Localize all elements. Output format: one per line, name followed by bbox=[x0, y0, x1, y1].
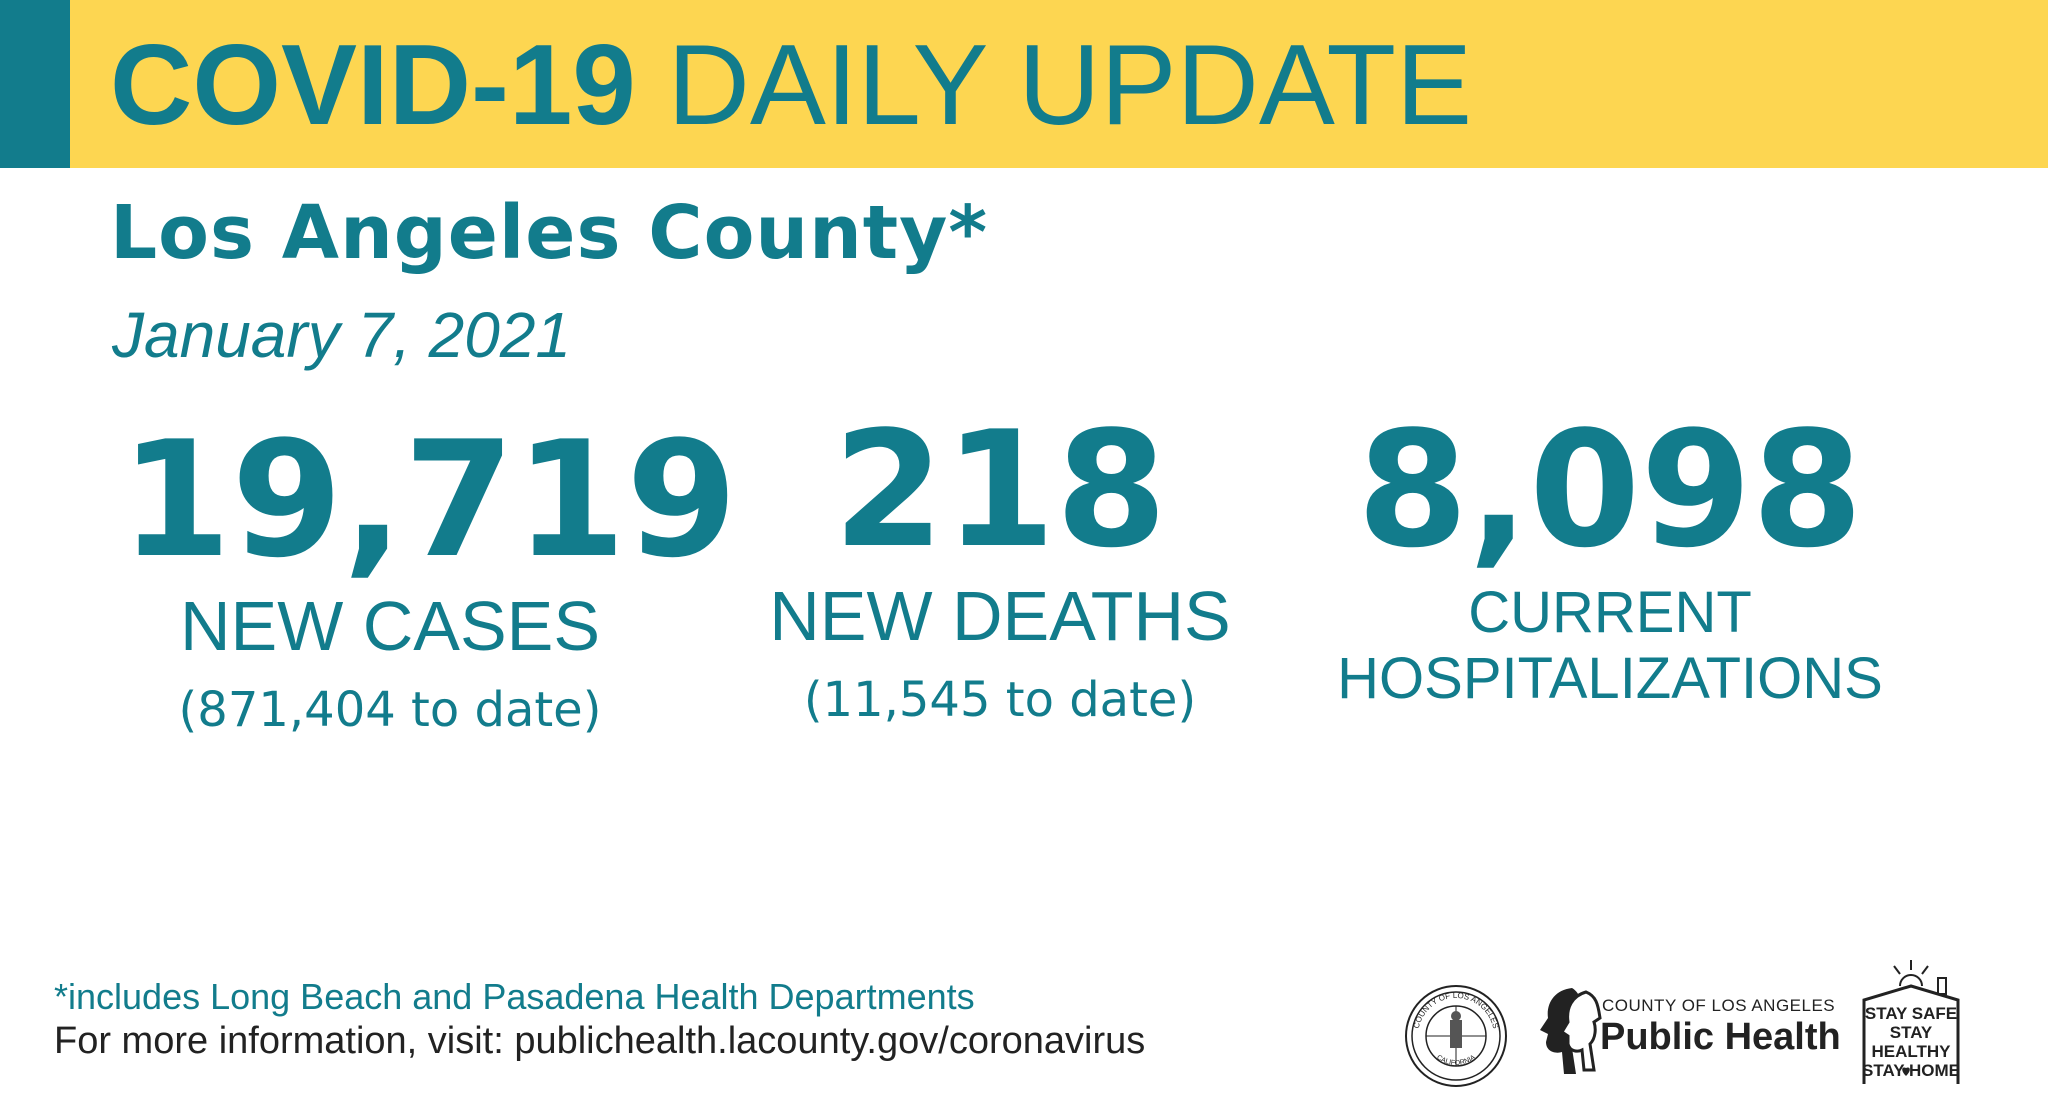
banner-accent-bar bbox=[0, 0, 70, 168]
title-daily-update: DAILY UPDATE bbox=[667, 22, 1473, 149]
ph-public-health-text: Public Health bbox=[1600, 1016, 1841, 1058]
hospitalizations-label-line2: HOSPITALIZATIONS bbox=[1337, 646, 1883, 711]
stay-safe-text: STAY SAFE STAY HEALTHY STAY HOME bbox=[1856, 1004, 1966, 1080]
new-deaths-value: 218 bbox=[833, 396, 1167, 583]
new-cases-label: NEW CASES bbox=[179, 587, 601, 665]
more-info-link[interactable]: For more information, visit: publichealt… bbox=[54, 1020, 1146, 1062]
hospitalizations-value: 8,098 bbox=[1356, 396, 1864, 583]
stay-line-3: STAY HOME bbox=[1862, 1061, 1960, 1080]
county-seal-logo: COUNTY OF LOS ANGELES CALIFORNIA bbox=[1405, 985, 1507, 1087]
stay-safe-logo: STAY SAFE STAY HEALTHY STAY HOME bbox=[1856, 956, 1966, 1086]
title-covid: COVID-19 bbox=[110, 22, 636, 149]
stat-hospitalizations: 8,098 CURRENT HOSPITALIZATIONS bbox=[1330, 400, 1890, 712]
public-health-logo: COUNTY OF LOS ANGELES Public Health bbox=[1532, 982, 1841, 1082]
stat-new-deaths: 218 NEW DEATHS (11,545 to date) bbox=[730, 400, 1270, 730]
stay-line-2: STAY HEALTHY bbox=[1871, 1023, 1951, 1061]
stay-line-1: STAY SAFE bbox=[1864, 1004, 1958, 1023]
page-title: COVID-19 DAILY UPDATE bbox=[110, 26, 1472, 146]
house-sun-icon bbox=[1862, 960, 1960, 1084]
header-banner bbox=[0, 0, 2048, 168]
ph-county-text: COUNTY OF LOS ANGELES bbox=[1602, 996, 1836, 1015]
footnote: *includes Long Beach and Pasadena Health… bbox=[54, 976, 975, 1017]
county-subtitle: Los Angeles County* bbox=[110, 190, 989, 276]
new-deaths-label: NEW DEATHS bbox=[769, 577, 1231, 655]
deaths-to-date: (11,545 to date) bbox=[803, 672, 1197, 728]
stat-new-cases: 19,719 NEW CASES (871,404 to date) bbox=[120, 406, 738, 740]
report-date: January 7, 2021 bbox=[112, 299, 571, 371]
cases-to-date: (871,404 to date) bbox=[178, 682, 602, 738]
profile-faces-icon bbox=[1540, 988, 1602, 1074]
new-cases-value: 19,719 bbox=[120, 406, 738, 593]
hospitalizations-label-line1: CURRENT bbox=[1468, 580, 1752, 645]
